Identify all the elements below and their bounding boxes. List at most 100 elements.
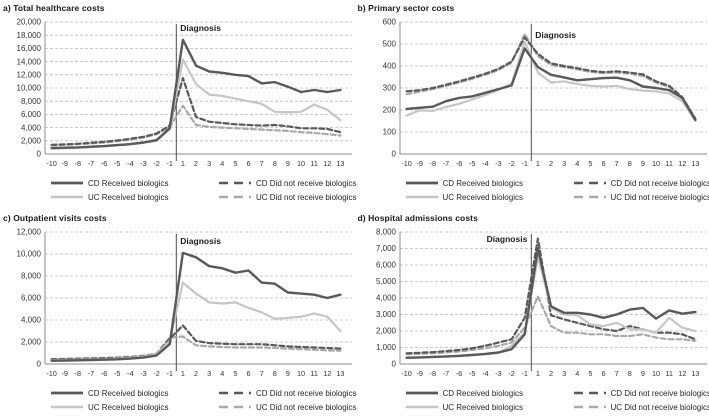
legend-item: UC Did not receive biologics bbox=[573, 401, 709, 413]
series-line bbox=[404, 36, 696, 120]
x-tick-label: -7 bbox=[442, 369, 449, 378]
x-tick-label: 7 bbox=[260, 369, 264, 378]
legend-item: UC Did not receive biologics bbox=[218, 191, 357, 203]
x-tick-label: 8 bbox=[627, 159, 631, 168]
y-tick-label: 7,000 bbox=[375, 244, 396, 253]
x-tick-label: -4 bbox=[127, 159, 134, 168]
y-tick-label: 6,000 bbox=[21, 110, 42, 119]
legend-solid-line-swatch bbox=[51, 391, 83, 395]
x-tick-label: -3 bbox=[495, 369, 502, 378]
x-tick-label: 5 bbox=[588, 369, 592, 378]
x-tick-label: -5 bbox=[468, 159, 475, 168]
x-tick-label: -10 bbox=[401, 369, 412, 378]
legend-label: CD Received biologics bbox=[442, 178, 523, 188]
y-tick-label: 600 bbox=[382, 18, 396, 27]
legend-label: UC Received biologics bbox=[442, 402, 523, 412]
legend-label: CD Did not receive biologics bbox=[256, 388, 357, 398]
legend-item: CD Did not receive biologics bbox=[573, 387, 709, 399]
panel-outpatient-visits-costs: c) Outpatient visits costs 0 2,000 4,000 6,… bbox=[0, 210, 357, 420]
legend-label: UC Received biologics bbox=[88, 192, 169, 202]
x-tick-label: -1 bbox=[166, 159, 173, 168]
y-tick-label: 200 bbox=[382, 106, 396, 115]
panel-hospital-admissions-costs: d) Hospital admissions costs 0 1,000 2,000… bbox=[355, 210, 709, 420]
panel-title: a) Total healthcare costs bbox=[3, 3, 105, 13]
line-chart-outpatient-visits: 0 2,000 4,000 6,000 8,000 10,000 12,000 -10 -9 -8… bbox=[17, 228, 352, 378]
line-chart-total-healthcare: 0 2,000 4,000 6,000 8,000 10,000 12,000 14,000 1… bbox=[17, 18, 352, 168]
legend-label: CD Did not receive biologics bbox=[256, 178, 357, 188]
x-tick-label: -10 bbox=[401, 159, 412, 168]
series-line bbox=[50, 251, 342, 362]
series-line bbox=[50, 76, 342, 146]
diagnosis-label: Diagnosis bbox=[180, 23, 221, 33]
legend-solid-line-swatch bbox=[405, 391, 438, 395]
x-tick-label: 13 bbox=[336, 369, 344, 378]
y-tick-label: 400 bbox=[382, 62, 396, 71]
legend-dashed-line-swatch bbox=[573, 195, 606, 199]
legend-dashed-line-swatch bbox=[219, 195, 251, 199]
y-tick-label: 8,000 bbox=[375, 228, 396, 237]
legend-item: CD Received biologics bbox=[405, 177, 573, 189]
legend-label: CD Received biologics bbox=[88, 178, 169, 188]
x-tick-label: 2 bbox=[548, 369, 552, 378]
legend-dashed-line-swatch bbox=[573, 405, 606, 409]
x-tick-label: 6 bbox=[246, 369, 250, 378]
x-tick-label: -3 bbox=[140, 369, 147, 378]
legend: CD Received biologics CD Did not receive … bbox=[0, 177, 357, 203]
x-tick-label: 10 bbox=[651, 159, 659, 168]
legend-item: CD Did not receive biologics bbox=[218, 387, 357, 399]
diagnosis-label: Diagnosis bbox=[486, 234, 527, 244]
x-tick-label: 7 bbox=[260, 159, 264, 168]
legend-solid-line-swatch bbox=[405, 195, 438, 199]
x-tick-label: -7 bbox=[442, 159, 449, 168]
x-tick-label: 10 bbox=[297, 369, 305, 378]
x-tick-label: 1 bbox=[181, 369, 185, 378]
x-tick-label: 11 bbox=[665, 369, 673, 378]
legend-solid-line-swatch bbox=[51, 195, 83, 199]
legend-solid-line-swatch bbox=[405, 405, 438, 409]
y-tick-label: 1,000 bbox=[375, 343, 396, 352]
y-tick-label: 6,000 bbox=[21, 294, 42, 303]
x-tick-label: 12 bbox=[678, 369, 686, 378]
x-tick-label: -2 bbox=[153, 159, 160, 168]
y-tick-label: 2,000 bbox=[21, 338, 42, 347]
x-tick-label: 4 bbox=[220, 369, 224, 378]
y-tick-label: 0 bbox=[391, 360, 396, 369]
series-line bbox=[404, 295, 696, 356]
x-tick-label: 10 bbox=[297, 159, 305, 168]
y-tick-label: 3,000 bbox=[375, 310, 396, 319]
diagnosis-label: Diagnosis bbox=[535, 30, 576, 40]
x-tick-label: -6 bbox=[455, 159, 462, 168]
x-tick-label: 8 bbox=[273, 159, 277, 168]
x-tick-label: 11 bbox=[310, 369, 318, 378]
x-tick-label: -7 bbox=[88, 159, 95, 168]
y-tick-label: 14,000 bbox=[17, 57, 42, 66]
x-tick-label: -2 bbox=[508, 159, 514, 168]
legend-solid-line-swatch bbox=[405, 181, 438, 185]
x-tick-label: 1 bbox=[535, 369, 539, 378]
legend-item: UC Received biologics bbox=[50, 191, 218, 203]
y-tick-label: 20,000 bbox=[17, 18, 42, 27]
x-tick-label: -7 bbox=[88, 369, 95, 378]
legend-dashed-line-swatch bbox=[219, 405, 251, 409]
x-tick-label: -5 bbox=[114, 159, 121, 168]
x-tick-label: 4 bbox=[220, 159, 224, 168]
legend: CD Received biologics CD Did not receive … bbox=[355, 177, 709, 203]
legend-dashed-line-swatch bbox=[573, 181, 606, 185]
x-tick-label: 5 bbox=[233, 159, 237, 168]
x-tick-label: -9 bbox=[61, 159, 68, 168]
y-tick-label: 4,000 bbox=[375, 294, 396, 303]
x-tick-label: 6 bbox=[601, 369, 605, 378]
x-tick-label: 10 bbox=[651, 369, 659, 378]
x-tick-label: -4 bbox=[127, 369, 134, 378]
y-tick-label: 18,000 bbox=[17, 31, 42, 40]
x-tick-label: 2 bbox=[194, 159, 198, 168]
y-tick-label: 2,000 bbox=[375, 327, 396, 336]
series-line bbox=[404, 47, 697, 122]
x-tick-label: -6 bbox=[101, 369, 108, 378]
x-tick-label: -9 bbox=[416, 159, 423, 168]
legend-label: UC Received biologics bbox=[442, 192, 523, 202]
x-tick-label: -8 bbox=[429, 369, 436, 378]
legend-dashed-line-swatch bbox=[219, 181, 251, 185]
legend-label: UC Did not receive biologics bbox=[610, 192, 709, 202]
y-tick-label: 8,000 bbox=[21, 272, 42, 281]
